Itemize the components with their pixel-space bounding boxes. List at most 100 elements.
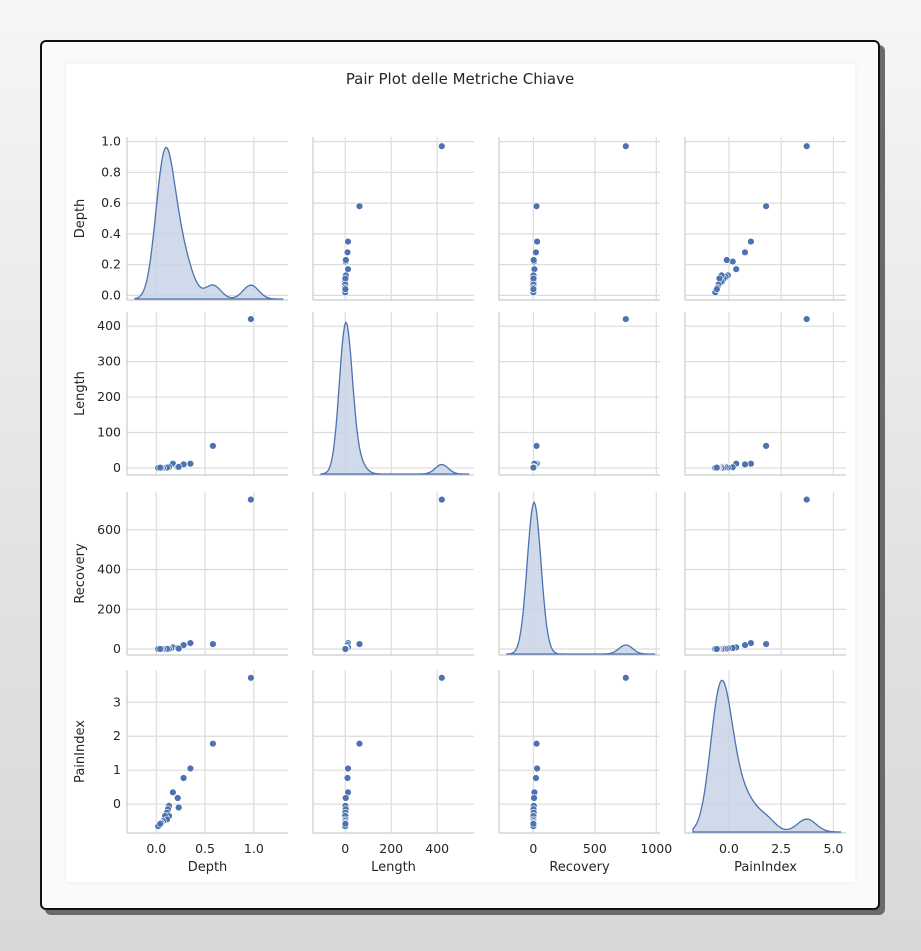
y-tick-label: 0.0 — [101, 287, 121, 302]
data-point — [802, 142, 811, 150]
y-tick-label: 0.6 — [101, 195, 121, 210]
cell-painindex-vs-recovery: 0 500 1000 Recovery — [498, 670, 672, 875]
x-axis-label: Recovery — [549, 860, 610, 875]
data-point — [341, 645, 350, 653]
data-point — [344, 237, 352, 246]
x-tick-label: 0.0 — [146, 841, 166, 856]
y-axis-label: Depth — [73, 199, 88, 239]
data-point — [622, 674, 630, 682]
data-point — [533, 764, 541, 773]
chart-title: Pair Plot delle Metriche Chiave — [346, 70, 574, 88]
y-tick-label: 0.8 — [101, 164, 121, 179]
x-tick-label: 400 — [425, 841, 449, 856]
data-point — [723, 256, 731, 264]
data-point — [741, 641, 749, 649]
kde-curve — [505, 500, 656, 655]
cell-painindex-vs-painindex: 0.0 2.5 5.0 PainIndex — [684, 670, 846, 875]
data-point — [247, 315, 255, 323]
y-tick-label: 1 — [113, 762, 121, 777]
y-tick-label: 0 — [113, 460, 121, 475]
data-point — [532, 442, 541, 450]
data-point — [355, 640, 364, 648]
x-tick-label: 1.0 — [244, 841, 264, 856]
kde-curve — [134, 146, 284, 300]
cell-painindex-vs-length: 0 200 400 Length — [312, 670, 474, 875]
kde-curve — [319, 321, 470, 475]
data-point — [209, 739, 217, 748]
cell-depth-vs-recovery — [498, 137, 660, 301]
y-tick-label: 0.4 — [101, 226, 121, 241]
y-axis-label: PainIndex — [73, 720, 88, 783]
data-point — [247, 495, 255, 504]
data-point — [715, 274, 724, 283]
y-axis-label: Recovery — [73, 543, 88, 604]
data-point — [355, 739, 364, 748]
data-point — [762, 640, 770, 648]
data-point — [247, 674, 255, 682]
data-point — [529, 274, 538, 283]
data-point — [156, 820, 164, 828]
x-tick-label: 0.5 — [195, 841, 215, 856]
x-tick-label: 200 — [379, 841, 403, 856]
y-tick-label: 2 — [113, 728, 121, 743]
y-tick-label: 1.0 — [101, 134, 121, 149]
data-point — [174, 803, 183, 812]
data-point — [174, 644, 183, 653]
data-point — [747, 237, 755, 246]
cell-recovery-vs-depth: 0 200 400 600 Recovery — [73, 492, 288, 656]
cell-recovery-vs-painindex — [684, 492, 846, 656]
data-point — [532, 774, 540, 782]
data-point — [530, 265, 539, 273]
data-point — [343, 248, 352, 257]
data-point — [529, 285, 538, 293]
data-point — [732, 265, 740, 273]
cell-length-vs-painindex — [684, 312, 846, 476]
cell-length-vs-depth: 0 100 200 300 400 Length — [73, 312, 288, 476]
data-point — [342, 794, 350, 802]
y-tick-label: 100 — [97, 424, 121, 439]
data-point — [529, 463, 538, 472]
data-point — [713, 285, 721, 293]
data-point — [532, 739, 541, 748]
data-point — [713, 463, 721, 472]
cell-depth-vs-length — [312, 137, 474, 301]
x-tick-label: 0 — [529, 841, 537, 856]
data-point — [762, 442, 770, 450]
pairplot-grid: 0.00.20.40.60.81.0Depth0100200300400Leng… — [73, 134, 846, 875]
data-point — [713, 645, 721, 653]
y-tick-label: 0.2 — [101, 257, 121, 272]
data-point — [622, 315, 630, 323]
x-tick-label: 2.5 — [771, 841, 791, 856]
y-tick-label: 400 — [97, 318, 121, 333]
y-tick-label: 3 — [113, 694, 121, 709]
cell-length-vs-length — [312, 312, 474, 476]
data-point — [343, 774, 352, 782]
y-tick-label: 300 — [97, 354, 121, 369]
data-point — [209, 640, 217, 648]
cell-depth-vs-painindex — [684, 137, 846, 301]
x-tick-label: 0 — [341, 841, 349, 856]
data-point — [438, 495, 446, 504]
kde-curve — [692, 679, 842, 833]
data-point — [179, 774, 188, 782]
data-point — [186, 460, 195, 468]
data-point — [741, 460, 749, 469]
cell-recovery-vs-length — [312, 492, 474, 656]
data-point — [169, 788, 177, 796]
y-axis-label: Length — [73, 371, 88, 416]
data-point — [355, 202, 364, 210]
data-point — [173, 794, 182, 802]
data-point — [174, 463, 183, 471]
x-tick-label: 500 — [583, 841, 607, 856]
y-tick-label: 0 — [113, 641, 121, 656]
data-point — [341, 820, 350, 828]
x-axis-label: Length — [371, 860, 416, 875]
data-point — [530, 794, 538, 802]
data-point — [344, 764, 352, 773]
data-point — [802, 495, 811, 504]
y-tick-label: 0 — [113, 796, 121, 811]
data-point — [532, 248, 540, 257]
cell-recovery-vs-recovery — [498, 492, 660, 656]
data-point — [209, 442, 217, 450]
data-point — [341, 285, 350, 293]
